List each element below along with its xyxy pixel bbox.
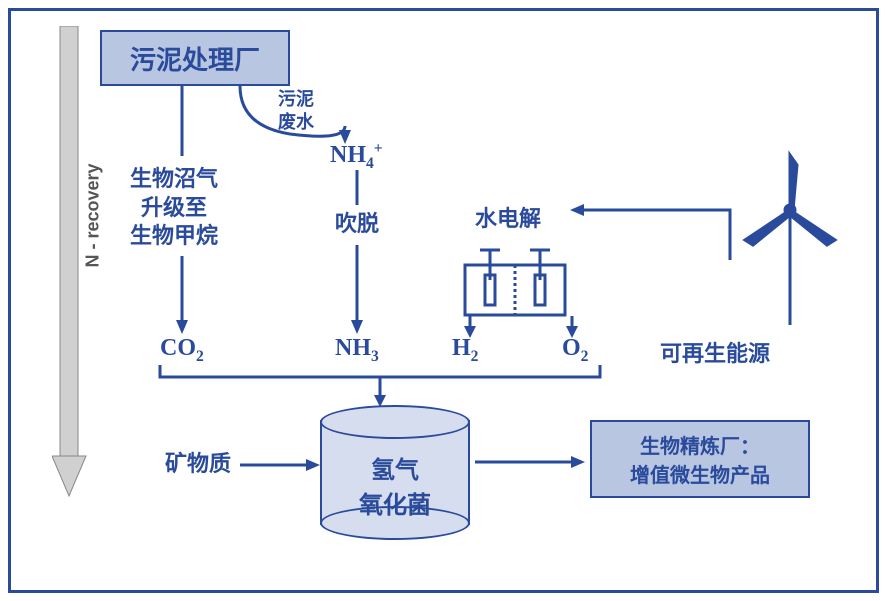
node-nh3: NH3 [335, 335, 379, 366]
arrow-wwtp-to-nh4 [235, 86, 365, 156]
arrow-hob-to-biorefinery [475, 452, 585, 472]
node-o2: O2 [562, 335, 588, 366]
node-wwtp: 污泥处理厂 [100, 30, 290, 86]
node-hob-reactor: 氢气 氧化菌 [320, 405, 470, 540]
n-recovery-arrow [52, 26, 84, 496]
arrow-elec-to-h2 [458, 316, 488, 338]
node-biorefinery: 生物精炼厂： 增值微生物产品 [590, 420, 810, 498]
merge-bracket [150, 365, 610, 405]
label-minerals: 矿物质 [165, 450, 231, 479]
n-recovery-label: N - recovery [83, 141, 104, 291]
node-biorefinery-label: 生物精炼厂： 增值微生物产品 [630, 430, 770, 488]
arrow-renewables-to-electrolysis [570, 200, 740, 280]
arrow-minerals-to-hob [240, 455, 320, 475]
label-renewables: 可再生能源 [660, 340, 770, 369]
node-h2: H2 [452, 335, 478, 366]
node-hob-label: 氢气 氧化菌 [320, 450, 470, 520]
arrow-elec-to-o2 [560, 316, 590, 338]
wind-turbine-icon [735, 150, 845, 330]
label-electrolysis: 水电解 [475, 205, 541, 234]
arrow-wwtp-to-co2 [170, 86, 200, 334]
node-co2: CO2 [160, 335, 204, 366]
electrolysis-icon [455, 240, 575, 320]
node-wwtp-label: 污泥处理厂 [130, 40, 260, 77]
arrow-nh4-to-nh3 [345, 170, 375, 335]
